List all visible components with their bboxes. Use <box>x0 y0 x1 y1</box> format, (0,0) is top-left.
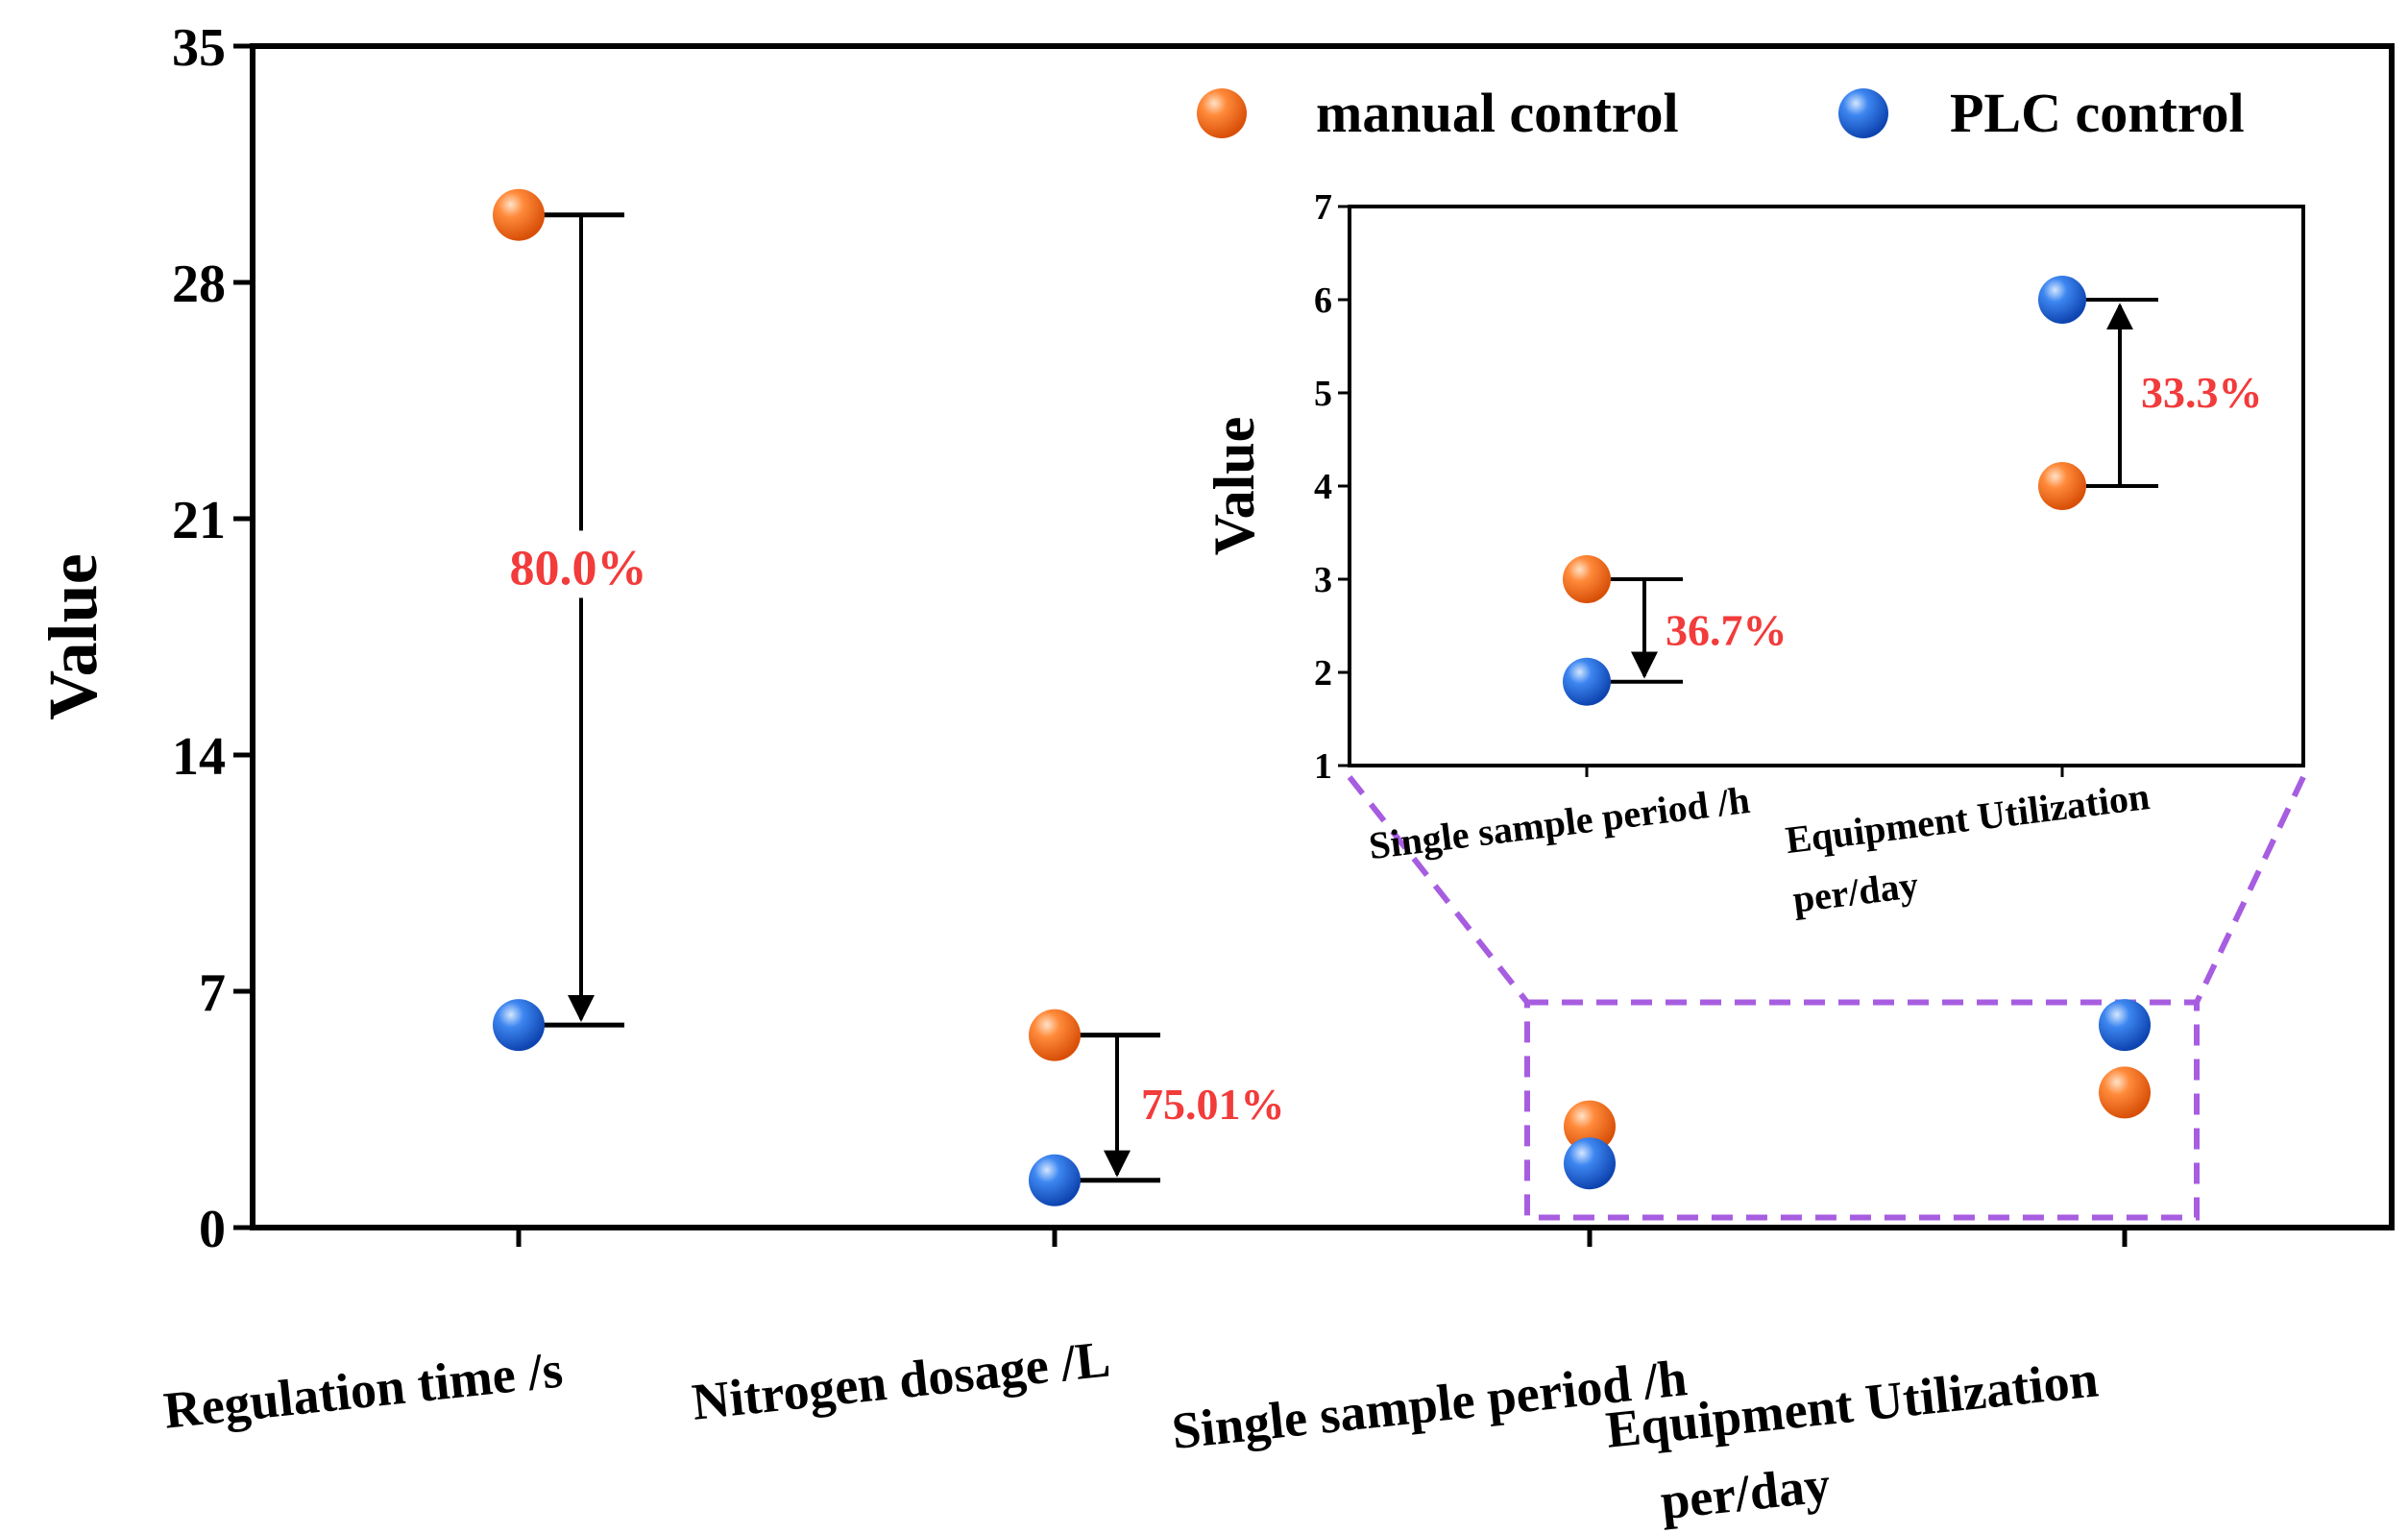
inset-y-axis-label: Value <box>1203 417 1266 556</box>
inset-y-tick-label: 5 <box>1314 374 1332 414</box>
inset-y-tick-label: 4 <box>1314 467 1332 507</box>
main-data-point <box>1029 1009 1081 1061</box>
inset-plot: 1 2 3 4 5 6 7 Value Single sample period /h Equip… <box>1203 187 2305 921</box>
main-x-tick-label: Nitrogen dosage /L <box>690 1329 1113 1430</box>
main-y-tick-label: 7 <box>199 963 226 1023</box>
inset-annotation-label: 33.3% <box>2141 368 2263 417</box>
legend-label: PLC control <box>1950 82 2245 144</box>
zoom-connector-right <box>2194 775 2306 1004</box>
inset-y-tick-label: 7 <box>1314 187 1332 228</box>
main-x-tick-label: Regulation time /s <box>161 1340 566 1439</box>
main-data-point <box>1564 1137 1616 1190</box>
main-annotation-label: 80.0% <box>510 541 647 596</box>
main-plot-frame <box>250 43 2395 1230</box>
zoom-indicator <box>1347 775 2306 1221</box>
main-data-point <box>2099 1066 2151 1119</box>
zoom-region-box <box>1524 999 2200 1221</box>
main-data-point <box>493 999 545 1052</box>
main-y-tick-label: 0 <box>199 1200 226 1259</box>
inset-data-point <box>2038 276 2086 324</box>
inset-data-point <box>1563 657 1611 706</box>
main-data-point <box>493 188 545 241</box>
main-y-tick-label: 28 <box>172 255 226 314</box>
inset-y-tick-label: 1 <box>1314 746 1332 787</box>
inset-annotation-label: 36.7% <box>1666 605 1788 654</box>
inset-x-tick-label: Single sample period /h <box>1367 778 1752 867</box>
inset-y-tick-label: 3 <box>1314 560 1332 600</box>
inset-y-tick-label: 2 <box>1314 653 1332 694</box>
legend-label: manual control <box>1316 82 1679 144</box>
main-annotation-label: 75.01% <box>1141 1080 1285 1129</box>
inset-data-point <box>1563 555 1611 603</box>
main-data-point <box>2099 999 2151 1052</box>
legend: manual control PLC control <box>1197 82 2245 144</box>
main-data-point <box>1564 1100 1616 1153</box>
legend-marker <box>1197 88 1247 138</box>
main-x-tick-label: per/day <box>1658 1455 1833 1530</box>
legend-marker <box>1838 88 1888 138</box>
inset-data-point <box>2038 462 2086 510</box>
main-data-point <box>1029 1154 1081 1206</box>
inset-x-tick-label: per/day <box>1790 863 1921 921</box>
inset-x-tick-label: Equipment Utilization <box>1783 774 2152 862</box>
main-y-tick-label: 21 <box>172 491 226 550</box>
inset-plot-frame <box>1348 205 2305 767</box>
zoom-connector-left <box>1347 775 1530 1005</box>
main-y-tick-label: 14 <box>172 727 226 787</box>
main-annotation-label-bg <box>499 530 663 598</box>
inset-y-tick-label: 6 <box>1314 280 1332 321</box>
main-y-tick-label: 35 <box>172 18 226 78</box>
main-y-axis-label: Value <box>35 553 111 719</box>
